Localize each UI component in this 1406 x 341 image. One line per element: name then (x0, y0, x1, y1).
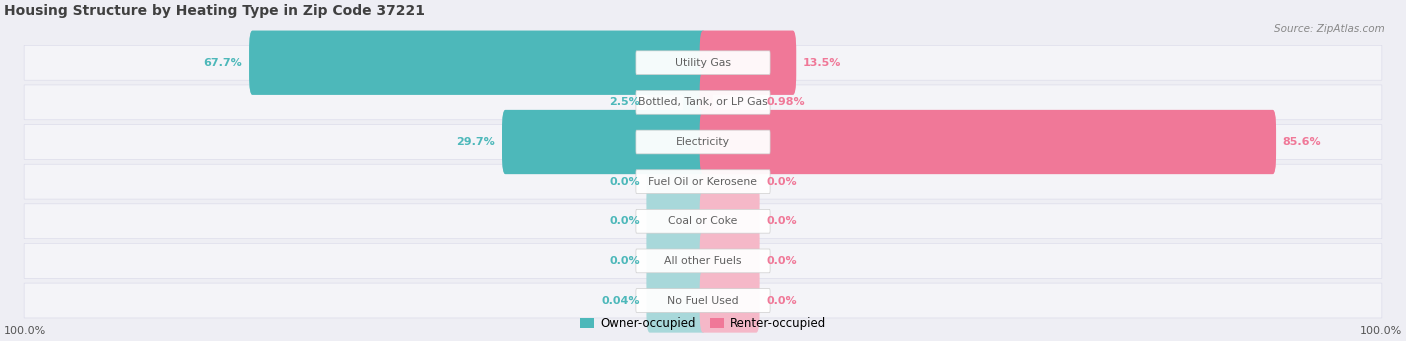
FancyBboxPatch shape (647, 70, 706, 134)
Text: Coal or Coke: Coal or Coke (668, 216, 738, 226)
Legend: Owner-occupied, Renter-occupied: Owner-occupied, Renter-occupied (575, 312, 831, 335)
Text: Bottled, Tank, or LP Gas: Bottled, Tank, or LP Gas (638, 98, 768, 107)
Text: 85.6%: 85.6% (1282, 137, 1322, 147)
FancyBboxPatch shape (502, 110, 706, 174)
FancyBboxPatch shape (700, 110, 1277, 174)
FancyBboxPatch shape (647, 189, 706, 253)
FancyBboxPatch shape (24, 204, 1382, 239)
FancyBboxPatch shape (24, 124, 1382, 160)
Text: Fuel Oil or Kerosene: Fuel Oil or Kerosene (648, 177, 758, 187)
FancyBboxPatch shape (636, 51, 770, 75)
Text: Utility Gas: Utility Gas (675, 58, 731, 68)
Text: 100.0%: 100.0% (1360, 326, 1402, 337)
FancyBboxPatch shape (636, 288, 770, 312)
FancyBboxPatch shape (700, 70, 759, 134)
Text: 0.0%: 0.0% (766, 177, 797, 187)
Text: 0.0%: 0.0% (609, 256, 640, 266)
Text: 0.0%: 0.0% (609, 177, 640, 187)
FancyBboxPatch shape (502, 110, 706, 174)
FancyBboxPatch shape (700, 70, 713, 134)
Text: 67.7%: 67.7% (204, 58, 242, 68)
FancyBboxPatch shape (636, 209, 770, 233)
FancyBboxPatch shape (24, 283, 1382, 318)
FancyBboxPatch shape (647, 150, 706, 214)
FancyBboxPatch shape (636, 249, 770, 273)
Text: Source: ZipAtlas.com: Source: ZipAtlas.com (1274, 24, 1385, 34)
Text: No Fuel Used: No Fuel Used (668, 296, 738, 306)
FancyBboxPatch shape (647, 229, 706, 293)
Text: 0.0%: 0.0% (766, 256, 797, 266)
FancyBboxPatch shape (636, 170, 770, 194)
Text: Electricity: Electricity (676, 137, 730, 147)
FancyBboxPatch shape (700, 31, 796, 95)
Text: 2.5%: 2.5% (609, 98, 640, 107)
FancyBboxPatch shape (700, 150, 759, 214)
FancyBboxPatch shape (683, 70, 706, 134)
FancyBboxPatch shape (24, 45, 1382, 80)
Text: 13.5%: 13.5% (803, 58, 841, 68)
FancyBboxPatch shape (249, 31, 706, 95)
Text: 0.04%: 0.04% (602, 296, 640, 306)
Text: 0.98%: 0.98% (766, 98, 804, 107)
FancyBboxPatch shape (24, 164, 1382, 199)
Text: All other Fuels: All other Fuels (664, 256, 742, 266)
FancyBboxPatch shape (700, 189, 759, 253)
FancyBboxPatch shape (636, 130, 770, 154)
FancyBboxPatch shape (700, 229, 759, 293)
Text: Housing Structure by Heating Type in Zip Code 37221: Housing Structure by Heating Type in Zip… (4, 4, 425, 18)
Text: 29.7%: 29.7% (457, 137, 495, 147)
Text: 0.0%: 0.0% (609, 216, 640, 226)
FancyBboxPatch shape (700, 268, 759, 332)
FancyBboxPatch shape (700, 110, 1277, 174)
FancyBboxPatch shape (636, 90, 770, 114)
FancyBboxPatch shape (700, 31, 796, 95)
FancyBboxPatch shape (647, 268, 706, 332)
FancyBboxPatch shape (24, 243, 1382, 278)
Text: 100.0%: 100.0% (4, 326, 46, 337)
FancyBboxPatch shape (24, 85, 1382, 120)
Text: 0.0%: 0.0% (766, 216, 797, 226)
Text: 0.0%: 0.0% (766, 296, 797, 306)
FancyBboxPatch shape (249, 31, 706, 95)
